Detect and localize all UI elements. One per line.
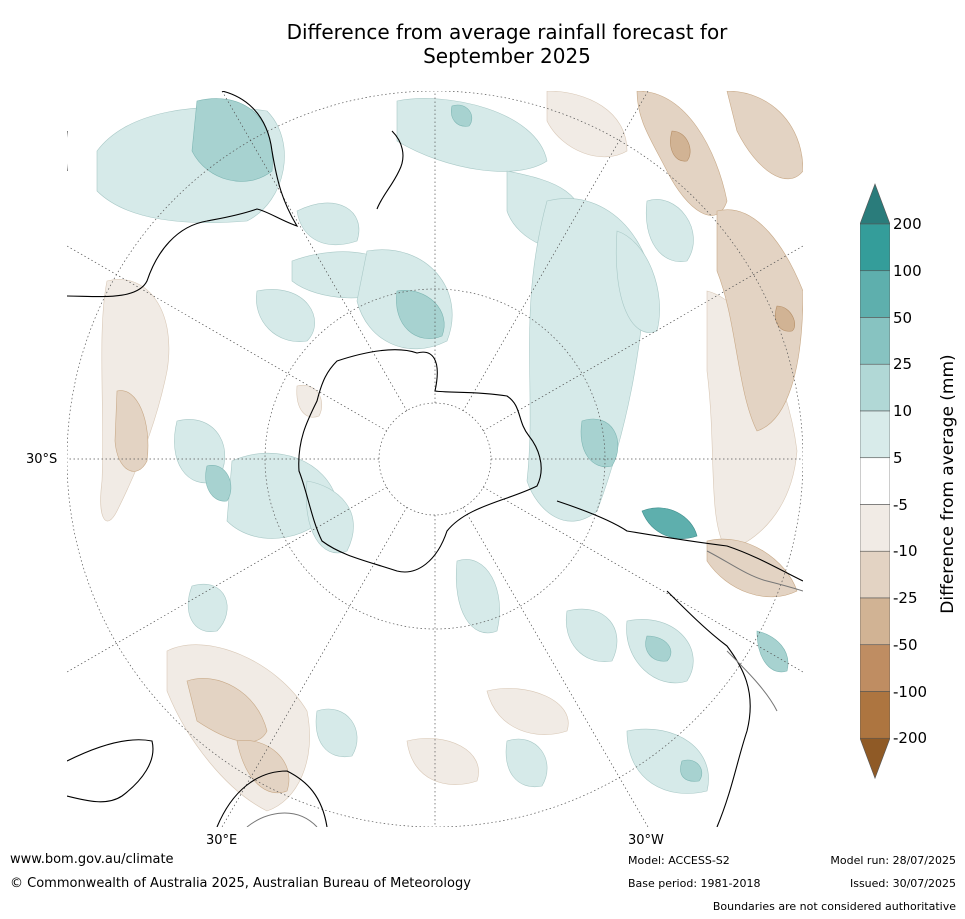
- longitude-label-30w: 30°W: [628, 833, 664, 848]
- colorbar-tick-label: -200: [893, 729, 928, 748]
- colorbar-segment: [859, 410, 891, 459]
- colorbar-tick-label: -25: [893, 589, 918, 607]
- base-period: Base period: 1981-2018: [628, 877, 761, 890]
- colorbar-tick-label: -50: [893, 635, 918, 654]
- colorbar-tick-label: -100: [893, 682, 928, 701]
- colorbar-segment: [859, 223, 891, 272]
- colorbar-tick-label: 100: [893, 261, 922, 280]
- colorbar: [859, 183, 891, 787]
- colorbar-segment: [859, 691, 891, 739]
- map-title: Difference from average rainfall forecas…: [0, 20, 965, 68]
- colorbar-segment: [859, 644, 891, 692]
- map-canvas: [67, 91, 803, 827]
- model-run-date: Model run: 28/07/2025: [830, 854, 956, 867]
- colorbar-segment: [859, 504, 891, 552]
- colorbar-extend-high: [859, 183, 891, 225]
- title-line-2: September 2025: [423, 44, 591, 68]
- colorbar-tick-label: 200: [893, 215, 922, 233]
- colorbar-tick-label: -10: [893, 542, 918, 561]
- colorbar-tick-label: 25: [893, 355, 913, 374]
- colorbar-tick-label: 50: [893, 308, 913, 327]
- colorbar-gradient: [859, 183, 891, 780]
- issued-date: Issued: 30/07/2025: [849, 877, 956, 890]
- graticule: [67, 91, 803, 827]
- website-link[interactable]: www.bom.gov.au/climate: [10, 852, 174, 867]
- colorbar-extend-low: [859, 737, 891, 780]
- colorbar-segment: [859, 363, 891, 412]
- colorbar-tick-label: 5: [893, 448, 903, 467]
- country-boundaries: [246, 550, 803, 827]
- very-strong-wet-anomaly-regions: [641, 507, 698, 539]
- strong-dry-anomaly-regions: [670, 130, 796, 332]
- copyright-text: © Commonwealth of Australia 2025, Austra…: [10, 876, 471, 891]
- colorbar-tick-label: -5: [893, 495, 908, 514]
- colorbar-segment: [859, 597, 891, 646]
- boundaries-disclaimer: Boundaries are not considered authoritat…: [712, 900, 956, 913]
- title-line-1: Difference from average rainfall forecas…: [286, 20, 728, 44]
- colorbar-title: Difference from average (mm): [938, 354, 958, 614]
- strong-wet-anomaly-regions: [191, 98, 789, 782]
- colorbar-segment: [859, 457, 891, 505]
- latitude-label-30s: 30°S: [26, 452, 58, 467]
- colorbar-segment: [859, 317, 891, 365]
- rainfall-anomaly-map: [67, 91, 803, 827]
- wet-anomaly-regions: [96, 98, 709, 794]
- longitude-label-30e: 30°E: [206, 833, 238, 848]
- colorbar-tick-label: 10: [893, 402, 913, 420]
- colorbar-segment: [859, 550, 891, 599]
- coastlines: [67, 91, 803, 827]
- colorbar-segment: [859, 270, 891, 318]
- model-name: Model: ACCESS-S2: [628, 854, 730, 867]
